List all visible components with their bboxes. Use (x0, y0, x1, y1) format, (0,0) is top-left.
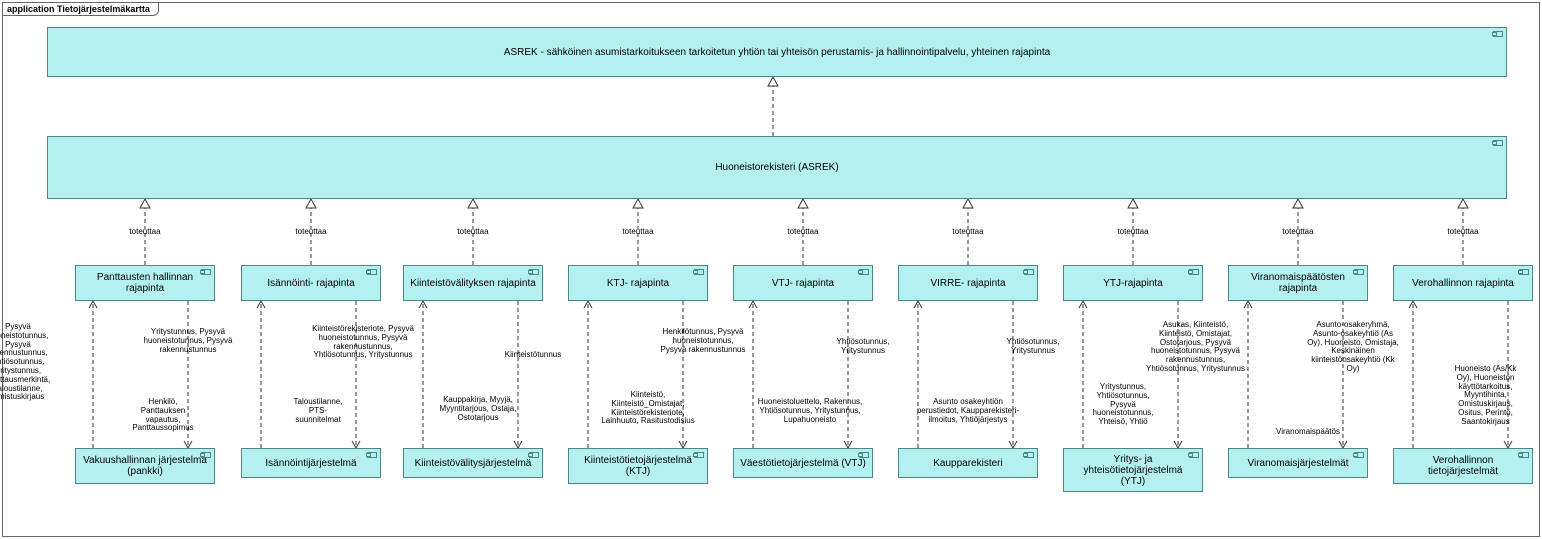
flow-down-text: Yritystunnus,Yhtiösotunnus,Pysyvähuoneis… (1078, 383, 1168, 427)
flow-up-text: Asunto-osakeryhmä,Asunto-osakeyhtiö (AsO… (1293, 321, 1413, 374)
interface-label: VIRRE- rajapinta (930, 278, 1005, 289)
realize-label: toteuttaa (1438, 228, 1488, 237)
system-label: Isännöintijärjestelmä (265, 458, 356, 469)
flow-up-text: Yhtiösotunnus,Yritystunnus (818, 338, 908, 356)
component-icon (201, 452, 211, 458)
component-icon (694, 269, 704, 275)
component-icon (1189, 269, 1199, 275)
huoneistorekisteri-box: Huoneistorekisteri (ASREK) (47, 136, 1507, 199)
flow-up-text: Pysyvähuoneistotunnus,Pysyvärakennustunn… (0, 323, 63, 402)
interface-box: Panttausten hallinnan rajapinta (75, 265, 215, 301)
system-label: Väestötietojärjestelmä (VTJ) (740, 458, 866, 469)
component-icon (367, 452, 377, 458)
flow-up-text: Yritystunnus, Pysyvähuoneistotunnus, Pys… (128, 328, 248, 354)
interface-label: Viranomaispäätösten rajapinta (1235, 272, 1361, 294)
flow-down-text: Asunto osakeyhtiönperustiedot, Kaupparek… (903, 398, 1033, 424)
flow-down-text: Taloustilanne,PTS-suunnitelmat (278, 398, 358, 424)
system-label: Kiinteistövälitysjärjestelmä (415, 458, 532, 469)
interface-box: Isännöinti- rajapinta (241, 265, 381, 301)
system-label: Vakuushallinnan järjestelmä (pankki) (82, 455, 208, 477)
flow-up-text: Asukas, Kiinteistö,Kiinteistö, Omistajat… (1133, 321, 1258, 374)
component-icon (859, 269, 869, 275)
component-icon (367, 269, 377, 275)
system-box: Vakuushallinnan järjestelmä (pankki) (75, 448, 215, 484)
system-box: Kiinteistövälitysjärjestelmä (403, 448, 543, 478)
system-box: Isännöintijärjestelmä (241, 448, 381, 478)
system-label: Verohallinnon tietojärjestelmät (1400, 455, 1526, 477)
interface-label: Kiinteistövälityksen rajapinta (410, 278, 536, 289)
component-icon (1493, 31, 1503, 37)
flow-up-text: Kiinteistörekisteriote, Pysyvähuoneistot… (298, 325, 428, 360)
realize-label: toteuttaa (778, 228, 828, 237)
interface-box: KTJ- rajapinta (568, 265, 708, 301)
component-icon (1189, 452, 1199, 458)
component-icon (1024, 269, 1034, 275)
interface-box: Viranomaispäätösten rajapinta (1228, 265, 1368, 301)
realize-label: toteuttaa (1108, 228, 1158, 237)
system-label: Yritys- ja yhteisötietojärjestelmä (YTJ) (1070, 454, 1196, 487)
component-icon (1519, 269, 1529, 275)
interface-box: VTJ- rajapinta (733, 265, 873, 301)
realize-label: toteuttaa (1273, 228, 1323, 237)
component-icon (1354, 269, 1364, 275)
frame-title: application Tietojärjestelmäkartta (2, 2, 159, 16)
realize-label: toteuttaa (943, 228, 993, 237)
system-box: Kiinteistötietojärjestelmä (KTJ) (568, 448, 708, 484)
system-box: Verohallinnon tietojärjestelmät (1393, 448, 1533, 484)
component-icon (1519, 452, 1529, 458)
flow-down-text: Henkilö,Panttauksenvapautus,Panttaussopi… (123, 398, 203, 433)
diagram-frame: application Tietojärjestelmäkartta ASREK… (2, 2, 1540, 537)
component-icon (1493, 140, 1503, 146)
component-icon (859, 452, 869, 458)
interface-box: VIRRE- rajapinta (898, 265, 1038, 301)
system-box: Yritys- ja yhteisötietojärjestelmä (YTJ) (1063, 448, 1203, 492)
component-icon (529, 269, 539, 275)
interface-box: Kiinteistövälityksen rajapinta (403, 265, 543, 301)
system-label: Viranomaisjärjestelmät (1248, 458, 1349, 469)
system-label: Kiinteistötietojärjestelmä (KTJ) (575, 455, 701, 477)
flow-up-text: Yhtiösotunnus,Yritystunnus (988, 338, 1078, 356)
interface-box: YTJ-rajapinta (1063, 265, 1203, 301)
realize-label: toteuttaa (120, 228, 170, 237)
flow-down-text: Kiinteistö,Kiinteistö_Omistajat,Kiinteis… (588, 391, 708, 426)
system-box: Väestötietojärjestelmä (VTJ) (733, 448, 873, 478)
interface-label: Panttausten hallinnan rajapinta (82, 272, 208, 294)
flow-down-text: Viranomaispäätös (1258, 428, 1358, 437)
realize-label: toteuttaa (613, 228, 663, 237)
interface-label: Verohallinnon rajapinta (1412, 278, 1514, 289)
huoneistorekisteri-label: Huoneistorekisteri (ASREK) (715, 162, 838, 173)
flow-down-text: Huoneisto (As/KkOy), Huoneistonkäyttötar… (1438, 365, 1533, 427)
flow-down-text: Kauppakirja, Myyjä,Myyntitarjous, Ostaja… (428, 396, 528, 422)
component-icon (1354, 452, 1364, 458)
component-icon (529, 452, 539, 458)
component-icon (201, 269, 211, 275)
flow-up-text: Henkilötunnus, Pysyvähuoneistotunnus,Pys… (648, 328, 758, 354)
interface-label: Isännöinti- rajapinta (267, 278, 354, 289)
interface-label: KTJ- rajapinta (607, 278, 669, 289)
component-icon (1024, 452, 1034, 458)
system-box: Viranomaisjärjestelmät (1228, 448, 1368, 478)
interface-label: YTJ-rajapinta (1103, 278, 1162, 289)
component-icon (694, 452, 704, 458)
system-box: Kaupparekisteri (898, 448, 1038, 478)
interface-box: Verohallinnon rajapinta (1393, 265, 1533, 301)
realize-label: toteuttaa (286, 228, 336, 237)
asrek-interface-label: ASREK - sähköinen asumistarkoitukseen ta… (504, 47, 1050, 58)
flow-down-text: Huoneistoluettelo, Rakennus,Yhtiösotunnu… (745, 398, 875, 424)
realize-label: toteuttaa (448, 228, 498, 237)
asrek-interface-box: ASREK - sähköinen asumistarkoitukseen ta… (47, 27, 1507, 77)
flow-up-text: Kiinteistötunnus (488, 351, 578, 360)
interface-label: VTJ- rajapinta (772, 278, 834, 289)
system-label: Kaupparekisteri (933, 458, 1002, 469)
